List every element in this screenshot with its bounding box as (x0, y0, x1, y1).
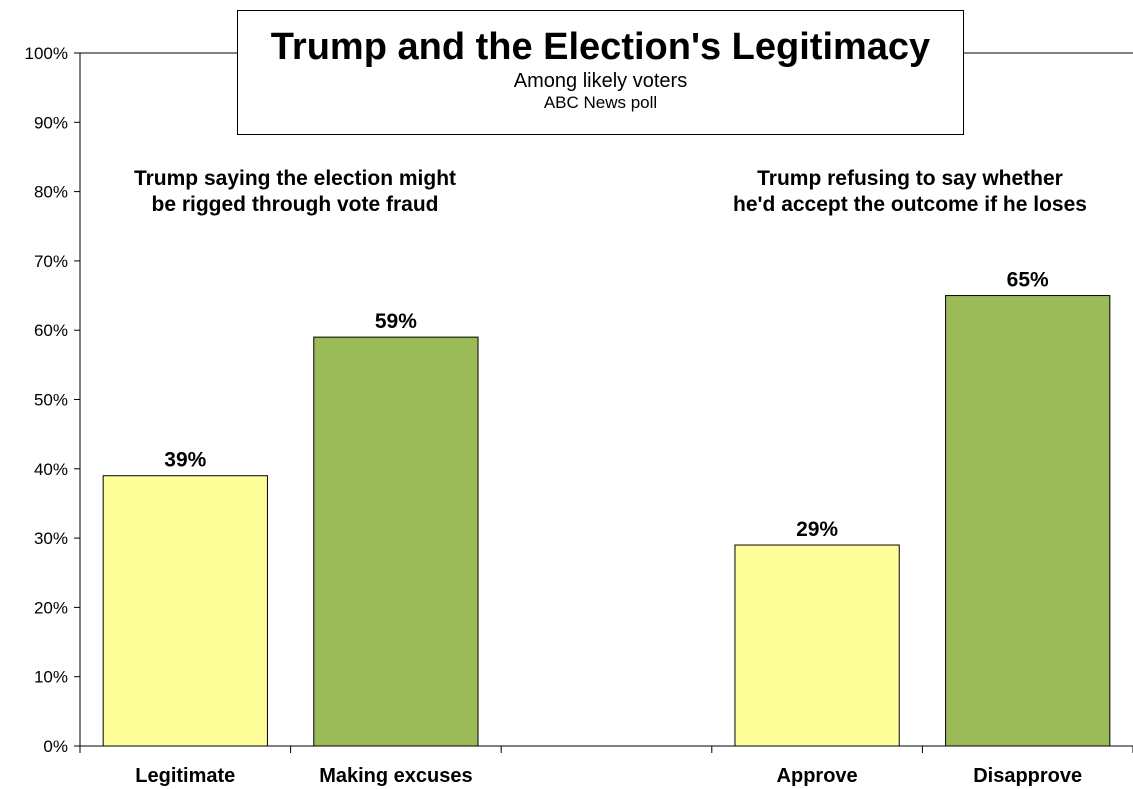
data-label: 65% (1007, 269, 1049, 292)
y-tick-label: 0% (43, 737, 68, 756)
y-tick-label: 50% (34, 391, 68, 410)
x-tick-label: Making excuses (319, 765, 472, 787)
y-tick-label: 60% (34, 321, 68, 340)
data-label: 29% (796, 518, 838, 541)
y-tick-label: 100% (25, 44, 68, 63)
y-tick-label: 10% (34, 668, 68, 687)
x-tick-label: Legitimate (135, 765, 235, 787)
group-label-vote-fraud: Trump saying the election might be rigge… (133, 167, 457, 216)
y-tick-label: 90% (34, 113, 68, 132)
bar (102, 475, 268, 747)
y-tick-label: 80% (34, 183, 68, 202)
x-tick-label: Disapprove (973, 765, 1082, 787)
data-label: 39% (164, 449, 206, 472)
chart-title-box: Trump and the Election's Legitimacy Amon… (237, 10, 964, 135)
chart-source: ABC News poll (543, 93, 658, 112)
y-tick-label: 30% (34, 529, 68, 548)
y-tick-label: 70% (34, 252, 68, 271)
bar (734, 544, 900, 747)
data-label: 59% (375, 310, 417, 333)
x-tick-label: Approve (777, 765, 858, 787)
bar (313, 336, 479, 747)
group-label-accept-outcome: Trump refusing to say whether he'd accep… (733, 167, 1087, 216)
y-tick-label: 20% (34, 598, 68, 617)
y-tick-label: 40% (34, 460, 68, 479)
chart-subtitle: Among likely voters (513, 70, 688, 92)
chart-title: Trump and the Election's Legitimacy (270, 26, 931, 68)
bar (945, 295, 1111, 747)
